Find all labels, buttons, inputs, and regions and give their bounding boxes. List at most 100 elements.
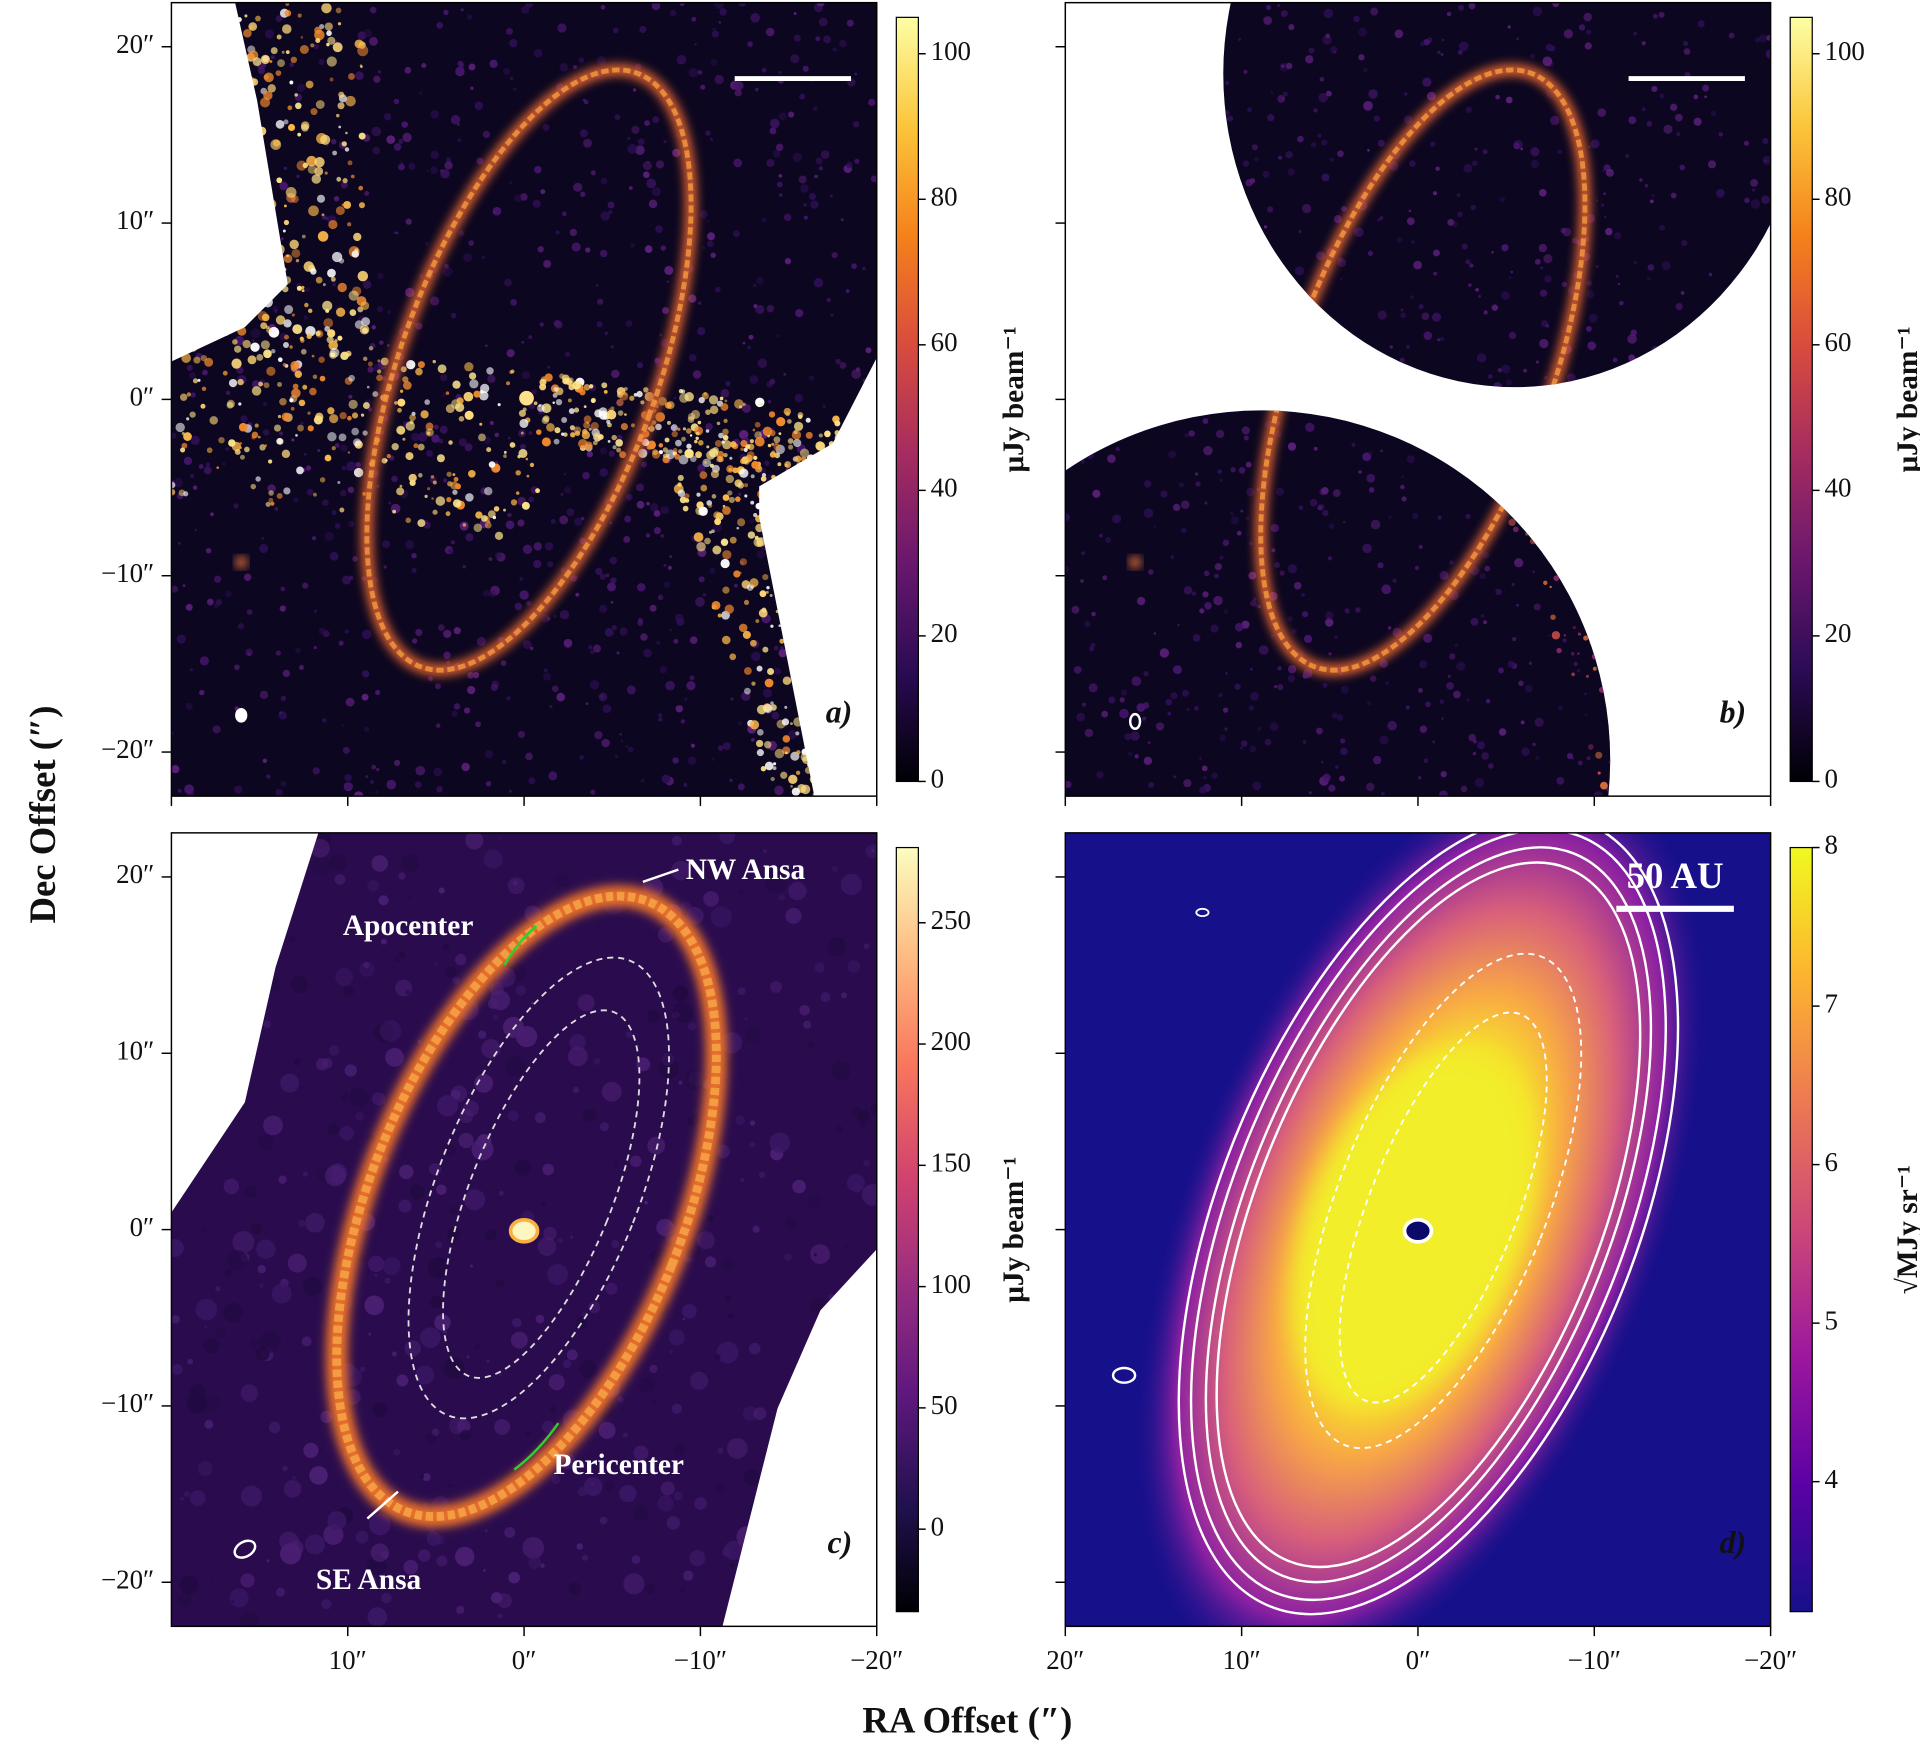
speckle: [357, 45, 369, 57]
speckle: [1327, 616, 1331, 620]
speckle: [311, 536, 317, 541]
speckle: [392, 509, 396, 514]
speckle: [319, 1448, 323, 1453]
x-tick-label: 10″: [329, 1645, 367, 1675]
speckle: [334, 874, 346, 885]
speckle: [795, 731, 800, 736]
speckle: [255, 476, 261, 482]
speckle: [436, 785, 443, 793]
speckle: [1223, 609, 1229, 614]
speckle: [353, 232, 362, 242]
speckle: [1379, 735, 1389, 745]
speckle: [340, 181, 348, 189]
speckle: [486, 1359, 490, 1363]
speckle: [578, 57, 584, 63]
speckle: [649, 604, 657, 612]
speckle: [760, 476, 767, 482]
speckle: [337, 102, 345, 110]
speckle: [445, 511, 451, 517]
speckle: [1396, 236, 1403, 243]
speckle: [732, 230, 740, 238]
speckle: [415, 765, 426, 776]
speckle: [554, 320, 563, 329]
speckle: [722, 506, 731, 515]
speckle: [189, 1490, 206, 1506]
speckle: [625, 744, 629, 749]
speckle: [1539, 289, 1548, 297]
speckle: [753, 304, 758, 309]
speckle: [398, 139, 404, 144]
speckle: [518, 409, 526, 417]
speckle: [1362, 452, 1372, 462]
speckle: [581, 1311, 587, 1317]
speckle: [222, 370, 228, 376]
speckle: [450, 540, 455, 545]
speckle: [738, 493, 742, 496]
speckle: [394, 759, 401, 767]
speckle: [829, 194, 833, 198]
speckle: [653, 510, 661, 517]
speckle: [361, 629, 372, 640]
speckle: [1394, 29, 1404, 39]
speckle: [225, 447, 229, 451]
speckle: [1287, 564, 1298, 574]
speckle: [1432, 740, 1435, 744]
speckle: [1516, 603, 1519, 607]
speckle: [599, 468, 608, 477]
speckle: [186, 392, 192, 397]
speckle: [535, 488, 540, 494]
speckle: [744, 1017, 748, 1021]
speckle: [228, 439, 236, 447]
speckle: [706, 450, 716, 460]
speckle: [322, 499, 329, 506]
speckle: [671, 860, 691, 881]
speckle: [372, 146, 381, 155]
speckle: [373, 75, 381, 83]
speckle: [1710, 110, 1717, 117]
speckle: [734, 479, 743, 488]
speckle: [1309, 498, 1318, 507]
speckle: [250, 342, 260, 352]
speckle: [770, 701, 774, 705]
speckle: [616, 447, 622, 453]
speckle: [431, 434, 440, 443]
speckle: [878, 441, 881, 444]
speckle: [408, 162, 416, 170]
speckle: [1528, 661, 1532, 665]
speckle: [1071, 605, 1080, 614]
no-data: [171, 832, 319, 1213]
speckle: [184, 784, 194, 795]
speckle: [484, 1529, 488, 1533]
speckle: [507, 877, 525, 895]
speckle: [773, 436, 781, 444]
speckle: [446, 157, 452, 163]
speckle: [598, 1421, 616, 1439]
speckle: [1170, 692, 1178, 700]
speckle: [1323, 8, 1334, 19]
speckle: [1432, 191, 1438, 196]
speckle: [1274, 561, 1281, 568]
speckle: [469, 379, 479, 389]
speckle: [753, 537, 764, 548]
speckle: [520, 431, 524, 435]
speckle: [396, 1374, 409, 1387]
speckle: [1204, 501, 1208, 505]
speckle: [1201, 765, 1208, 772]
speckle: [676, 617, 685, 626]
speckle: [1583, 635, 1589, 641]
colorbar-tick-label: 0: [931, 1511, 944, 1541]
speckle: [671, 1403, 683, 1414]
speckle: [315, 412, 324, 422]
speckle: [328, 340, 338, 351]
speckle: [708, 395, 719, 405]
speckle: [1337, 258, 1347, 268]
speckle: [1751, 188, 1756, 192]
speckle: [1336, 714, 1344, 721]
speckle: [186, 417, 190, 421]
speckle: [1387, 626, 1392, 630]
speckle: [1625, 154, 1629, 158]
speckle: [793, 421, 804, 431]
speckle: [840, 873, 862, 896]
speckle: [1457, 49, 1463, 55]
speckle: [304, 1534, 326, 1555]
